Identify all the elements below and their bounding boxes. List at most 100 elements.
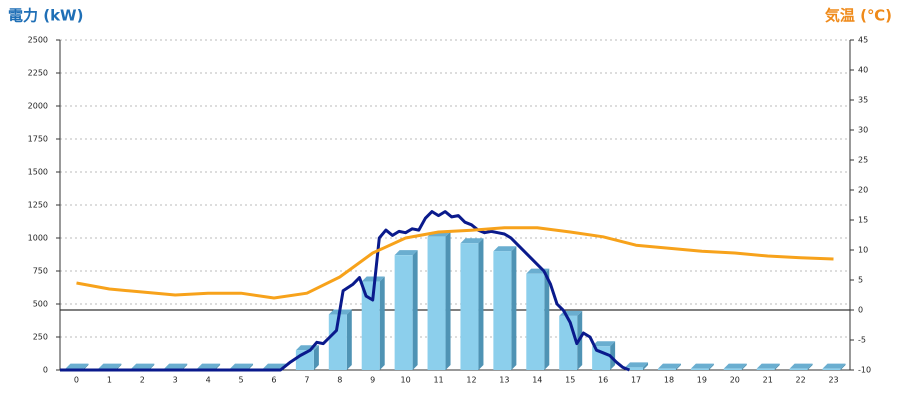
x-tick-label: 20 <box>730 376 740 385</box>
bar-top <box>657 363 681 369</box>
x-tick-label: 17 <box>631 376 641 385</box>
bar <box>394 255 413 370</box>
x-tick-label: 10 <box>401 376 411 385</box>
x-tick-label: 0 <box>74 376 79 385</box>
x-tick-label: 8 <box>337 376 342 385</box>
x-tick-label: 3 <box>173 376 178 385</box>
y2-tick-label: -5 <box>858 336 866 345</box>
bar-top <box>65 363 89 369</box>
y2-tick-label: 20 <box>858 186 868 195</box>
y-tick-label: 0 <box>43 366 48 375</box>
bar-top <box>197 363 221 369</box>
x-tick-label: 7 <box>304 376 309 385</box>
y-tick-label: 2500 <box>28 36 48 45</box>
bar <box>625 367 644 370</box>
bar-top <box>756 363 780 369</box>
y2-tick-label: 5 <box>858 276 863 285</box>
bar-top <box>230 363 254 369</box>
y-tick-label: 2000 <box>28 102 48 111</box>
bar-top <box>394 250 418 256</box>
x-tick-label: 1 <box>107 376 112 385</box>
bar-side <box>478 238 484 370</box>
right-axis-title: 気温 (℃) <box>825 7 892 25</box>
y2-tick-label: 30 <box>858 126 868 135</box>
left-axis-title: 電力 (kW) <box>8 7 83 25</box>
bar-side <box>116 363 122 370</box>
bar <box>723 368 742 370</box>
x-tick-label: 9 <box>370 376 375 385</box>
y-tick-label: 1500 <box>28 168 48 177</box>
bar-side <box>774 363 780 370</box>
bar <box>756 368 775 370</box>
bar-top <box>723 363 747 369</box>
bar-side <box>840 363 846 370</box>
y-tick-label: 2250 <box>28 69 48 78</box>
bar-top <box>493 246 517 252</box>
x-tick-label: 18 <box>664 376 674 385</box>
bar-top <box>625 362 649 368</box>
y-tick-label: 1000 <box>28 234 48 243</box>
bar <box>460 243 479 370</box>
bar-side <box>675 363 681 370</box>
bar <box>657 368 676 370</box>
x-tick-label: 4 <box>206 376 211 385</box>
bar-side <box>313 345 319 370</box>
x-tick-label: 5 <box>238 376 243 385</box>
x-tick-label: 22 <box>796 376 806 385</box>
bar <box>592 346 611 370</box>
y-tick-label: 750 <box>33 267 48 276</box>
bar-side <box>741 363 747 370</box>
bar-side <box>511 246 517 370</box>
y-tick-label: 250 <box>33 333 48 342</box>
bar-side <box>149 363 155 370</box>
x-tick-label: 16 <box>598 376 608 385</box>
bar-side <box>643 362 649 370</box>
y2-tick-label: 0 <box>858 306 863 315</box>
bar-side <box>544 268 550 370</box>
bar <box>493 251 512 370</box>
x-tick-label: 15 <box>565 376 575 385</box>
x-tick-label: 21 <box>763 376 773 385</box>
x-tick-label: 13 <box>499 376 509 385</box>
y-tick-label: 1750 <box>28 135 48 144</box>
bar <box>427 236 446 370</box>
bar-side <box>807 363 813 370</box>
x-tick-label: 14 <box>532 376 542 385</box>
bar-side <box>248 363 254 370</box>
bar <box>690 368 709 370</box>
bar-top <box>98 363 122 369</box>
bar-side <box>610 341 616 370</box>
x-tick-label: 2 <box>140 376 145 385</box>
bar-side <box>708 363 714 370</box>
bar-top <box>822 363 846 369</box>
x-tick-label: 12 <box>466 376 476 385</box>
bar <box>526 273 545 370</box>
line <box>76 226 834 300</box>
x-tick-label: 19 <box>697 376 707 385</box>
y-tick-label: 500 <box>33 300 48 309</box>
line <box>60 210 631 372</box>
x-tick-label: 11 <box>433 376 443 385</box>
bar-top <box>690 363 714 369</box>
bar-top <box>460 238 484 244</box>
y2-tick-label: 25 <box>858 156 868 165</box>
bar-side <box>215 363 221 370</box>
bar-top <box>789 363 813 369</box>
y2-tick-label: 15 <box>858 216 868 225</box>
bar-top <box>592 341 616 347</box>
y-tick-label: 1250 <box>28 201 48 210</box>
y2-tick-label: 40 <box>858 66 868 75</box>
y2-tick-label: 45 <box>858 36 868 45</box>
bar-top <box>131 363 155 369</box>
bar <box>822 368 841 370</box>
bar-side <box>412 250 418 370</box>
y2-tick-label: -10 <box>858 366 871 375</box>
bar-side <box>83 363 89 370</box>
bar-top <box>361 276 385 282</box>
bar <box>361 281 380 370</box>
x-tick-label: 6 <box>271 376 276 385</box>
bar <box>328 314 347 370</box>
bar-top <box>164 363 188 369</box>
bar <box>789 368 808 370</box>
